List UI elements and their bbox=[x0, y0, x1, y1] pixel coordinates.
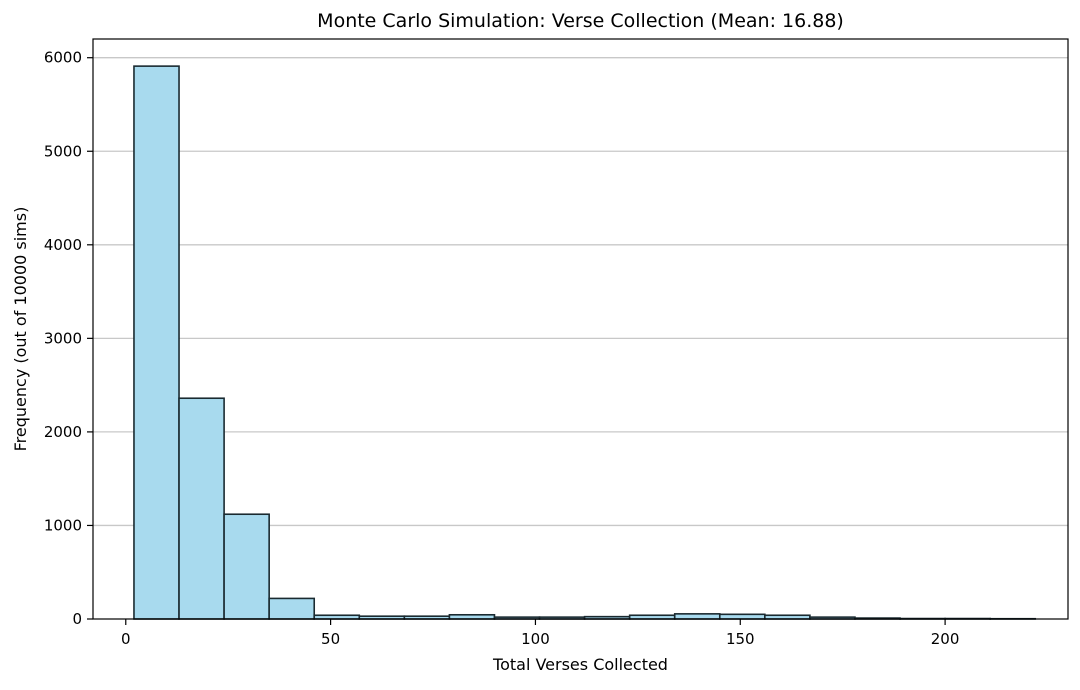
histogram-bar bbox=[179, 398, 224, 619]
gridlines bbox=[93, 58, 1068, 526]
y-axis-label: Frequency (out of 10000 sims) bbox=[11, 207, 30, 452]
x-axis-label: Total Verses Collected bbox=[492, 655, 668, 674]
x-tick-label: 150 bbox=[726, 630, 755, 648]
y-tick-label: 0 bbox=[72, 610, 82, 628]
x-tick-label: 100 bbox=[521, 630, 550, 648]
y-tick-label: 6000 bbox=[44, 49, 82, 67]
histogram-bar bbox=[134, 66, 179, 619]
histogram-bars bbox=[134, 66, 1035, 619]
y-tick-label: 4000 bbox=[44, 236, 82, 254]
y-tick-label: 1000 bbox=[44, 516, 82, 534]
x-tick-label: 50 bbox=[321, 630, 340, 648]
histogram-bar bbox=[224, 514, 269, 619]
histogram-bar bbox=[720, 614, 765, 619]
x-tick-label: 0 bbox=[121, 630, 131, 648]
histogram-bar bbox=[449, 615, 494, 619]
chart-title: Monte Carlo Simulation: Verse Collection… bbox=[317, 10, 844, 32]
y-tick-label: 5000 bbox=[44, 142, 82, 160]
x-axis-ticks: 0 50 100 150 200 bbox=[121, 619, 959, 648]
y-tick-label: 2000 bbox=[44, 423, 82, 441]
histogram-bar bbox=[675, 614, 720, 619]
y-tick-label: 3000 bbox=[44, 329, 82, 347]
histogram-bar bbox=[269, 598, 314, 619]
y-axis-ticks: 0 1000 2000 3000 4000 5000 6000 bbox=[44, 49, 93, 628]
x-tick-label: 200 bbox=[931, 630, 960, 648]
